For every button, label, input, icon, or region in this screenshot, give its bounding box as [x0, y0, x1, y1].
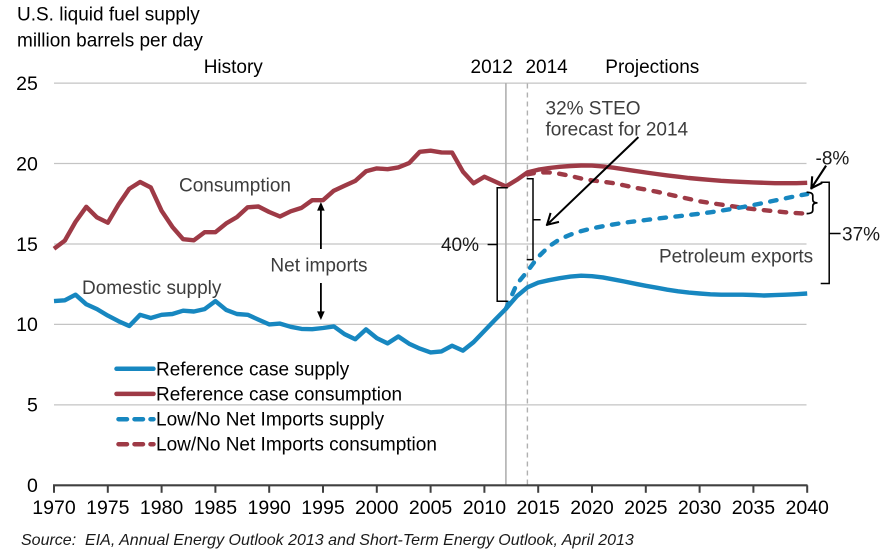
svg-text:5: 5 [27, 395, 38, 417]
svg-text:2035: 2035 [732, 497, 776, 519]
svg-text:2005: 2005 [409, 497, 453, 519]
svg-text:U.S. liquid fuel supply: U.S. liquid fuel supply [17, 5, 200, 26]
svg-text:20: 20 [16, 153, 38, 175]
svg-text:2040: 2040 [786, 497, 830, 519]
svg-text:million barrels per day: million barrels per day [17, 31, 203, 52]
svg-text:1970: 1970 [32, 497, 76, 519]
svg-text:2020: 2020 [570, 497, 614, 519]
svg-text:Consumption: Consumption [179, 176, 291, 197]
svg-text:Projections: Projections [605, 57, 699, 78]
svg-text:Net imports: Net imports [270, 256, 367, 277]
svg-text:Low/No Net Imports consumption: Low/No Net Imports consumption [156, 435, 437, 456]
svg-text:15: 15 [16, 234, 38, 256]
svg-text:1980: 1980 [140, 497, 184, 519]
svg-text:0: 0 [27, 475, 38, 497]
svg-text:32% STEO: 32% STEO [546, 99, 641, 120]
svg-text:Low/No Net Imports supply: Low/No Net Imports supply [156, 410, 385, 431]
svg-text:-8%: -8% [816, 149, 850, 170]
svg-text:History: History [204, 57, 264, 78]
svg-text:Reference case consumption: Reference case consumption [156, 384, 402, 405]
svg-text:2014: 2014 [525, 57, 568, 78]
svg-text:Source: EIA, Annual Energy Ou: Source: EIA, Annual Energy Outlook 2013 … [21, 532, 634, 549]
svg-text:1975: 1975 [86, 497, 130, 519]
svg-text:40%: 40% [441, 235, 479, 256]
svg-text:Petroleum exports: Petroleum exports [659, 247, 813, 268]
svg-text:2012: 2012 [471, 57, 513, 78]
svg-text:1990: 1990 [248, 497, 292, 519]
svg-text:10: 10 [16, 314, 38, 336]
svg-text:2010: 2010 [463, 497, 507, 519]
svg-text:37%: 37% [842, 225, 880, 246]
svg-text:forecast for 2014: forecast for 2014 [546, 120, 689, 141]
svg-text:2000: 2000 [355, 497, 399, 519]
svg-text:Reference case supply: Reference case supply [156, 359, 350, 380]
svg-text:Domestic supply: Domestic supply [82, 278, 222, 299]
svg-text:1985: 1985 [194, 497, 238, 519]
svg-text:2030: 2030 [678, 497, 722, 519]
svg-text:2025: 2025 [624, 497, 668, 519]
svg-text:2015: 2015 [517, 497, 561, 519]
svg-text:25: 25 [16, 73, 38, 95]
svg-text:1995: 1995 [301, 497, 345, 519]
